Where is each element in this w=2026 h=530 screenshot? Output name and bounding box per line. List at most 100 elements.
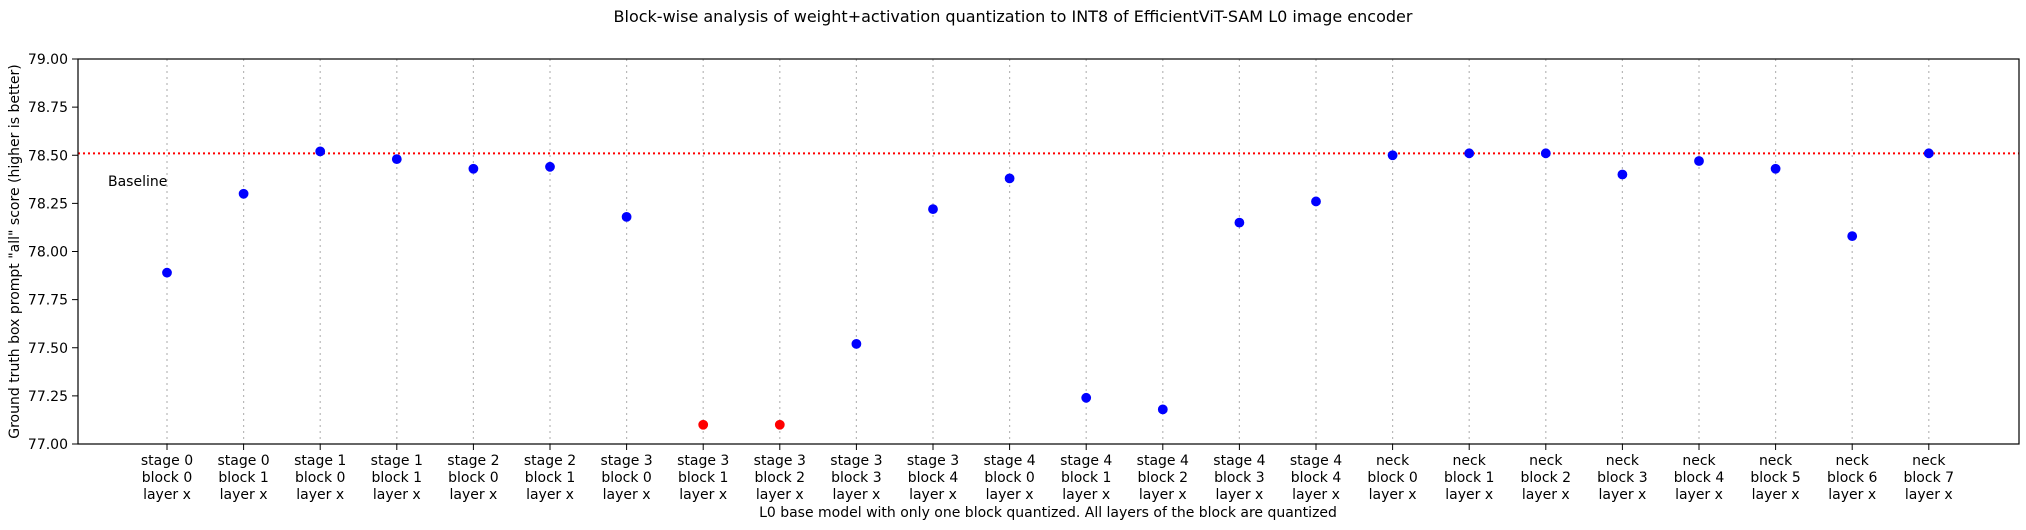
x-tick-label: stage 3 [754,453,806,469]
data-point [1617,169,1628,180]
data-point [1770,163,1781,174]
x-tick-label: layer x [1522,487,1570,503]
data-point [1004,173,1015,184]
x-tick-label: stage 4 [1060,453,1112,469]
x-tick-label: layer x [143,487,191,503]
x-tick-label: layer x [373,487,421,503]
data-point [545,161,555,172]
x-tick-label: block 7 [1904,470,1955,486]
x-tick-label: neck [1912,453,1946,469]
x-tick-label: block 5 [1750,470,1801,486]
x-tick-label: stage 3 [830,453,882,469]
x-tick-label: stage 4 [983,453,1035,469]
baseline-label: Baseline [108,174,167,190]
x-tick-label: neck [1529,453,1563,469]
x-tick-label: block 0 [448,470,499,486]
x-tick-label: layer x [1598,487,1646,503]
x-tick-label: block 1 [678,470,729,486]
data-point [468,163,479,174]
x-tick-label: layer x [1369,487,1417,503]
x-tick-label: block 3 [831,470,882,486]
x-tick-label: block 3 [1597,470,1648,486]
x-tick-label: block 1 [372,470,423,486]
x-tick-label: block 3 [1214,470,1265,486]
x-tick-label: block 0 [984,470,1035,486]
x-tick-label: layer x [909,487,957,503]
x-tick-label: neck [1606,453,1640,469]
x-tick-label: stage 2 [447,453,499,469]
data-point [1157,404,1168,415]
x-tick-label: stage 2 [524,453,576,469]
x-tick-label: block 4 [908,470,959,486]
x-tick-label: stage 3 [600,453,652,469]
x-tick-label: layer x [1292,487,1340,503]
y-axis-label: Ground truth box prompt "all" score (hig… [7,64,23,439]
x-tick-label: block 0 [1367,470,1418,486]
x-tick-label: layer x [679,487,727,503]
x-tick-label: neck [1836,453,1870,469]
x-tick-label: block 1 [1061,470,1112,486]
x-tick-label: block 2 [1138,470,1189,486]
y-tick-label: 78.25 [28,196,68,212]
x-tick-label: stage 4 [1290,453,1342,469]
data-point [238,188,249,199]
x-tick-label: block 0 [295,470,346,486]
x-tick-label: block 0 [142,470,193,486]
x-tick-label: layer x [1215,487,1263,503]
data-point [1081,392,1092,403]
data-point [1540,148,1551,159]
x-tick-label: layer x [296,487,344,503]
x-tick-label: block 1 [525,470,576,486]
x-tick-label: stage 1 [371,453,423,469]
data-point [162,267,172,278]
x-tick-label: block 2 [755,470,806,486]
baseline: Baseline [78,152,2019,190]
data-point [1464,148,1475,159]
x-tick-label: layer x [449,487,497,503]
x-tick-label: stage 3 [907,453,959,469]
x-tick-label: layer x [986,487,1034,503]
y-tick-label: 78.00 [28,245,68,261]
x-tick-label: layer x [220,487,268,503]
data-point [1234,217,1245,228]
x-tick-label: block 1 [218,470,269,486]
x-tick-label: layer x [756,487,804,503]
y-tick-label: 77.75 [28,293,68,309]
data-point-outlier [698,419,709,430]
x-tick-label: stage 4 [1213,453,1265,469]
x-tick-label: layer x [1062,487,1110,503]
data-point [928,204,938,215]
y-tick-label: 77.00 [28,437,68,453]
x-tick-label: layer x [603,487,651,503]
y-tick-label: 78.75 [28,100,68,116]
data-point [1387,150,1398,161]
data-point-outlier [774,419,785,430]
x-tick-label: neck [1682,453,1716,469]
data-point [315,146,326,157]
plot-area [77,58,2020,445]
x-grid [166,59,1930,444]
x-tick-label: layer x [1905,487,1953,503]
y-tick-label: 78.50 [28,148,68,164]
x-tick-label: neck [1453,453,1487,469]
y-tick-label: 79.00 [28,52,68,68]
x-tick-label: layer x [1828,487,1876,503]
x-tick-label: stage 0 [141,453,193,469]
data-point [1694,156,1704,166]
x-axis-label: L0 base model with only one block quanti… [759,505,1337,521]
x-tick-label: neck [1376,453,1410,469]
y-tick-label: 77.25 [28,389,68,405]
x-tick-label: stage 4 [1137,453,1189,469]
x-tick-label: block 1 [1444,470,1495,486]
chart-title: Block-wise analysis of weight+activation… [614,7,1413,26]
y-axis: 77.00 77.25 77.50 77.75 78.00 78.25 78.50 78.75… [28,52,78,453]
data-point [1847,231,1858,242]
x-tick-label: stage 1 [294,453,346,469]
x-tick-label: layer x [832,487,880,503]
data-point [1311,196,1321,207]
x-tick-label: block 6 [1827,470,1878,486]
x-tick-label: block 2 [1521,470,1572,486]
x-tick-label: stage 0 [217,453,269,469]
